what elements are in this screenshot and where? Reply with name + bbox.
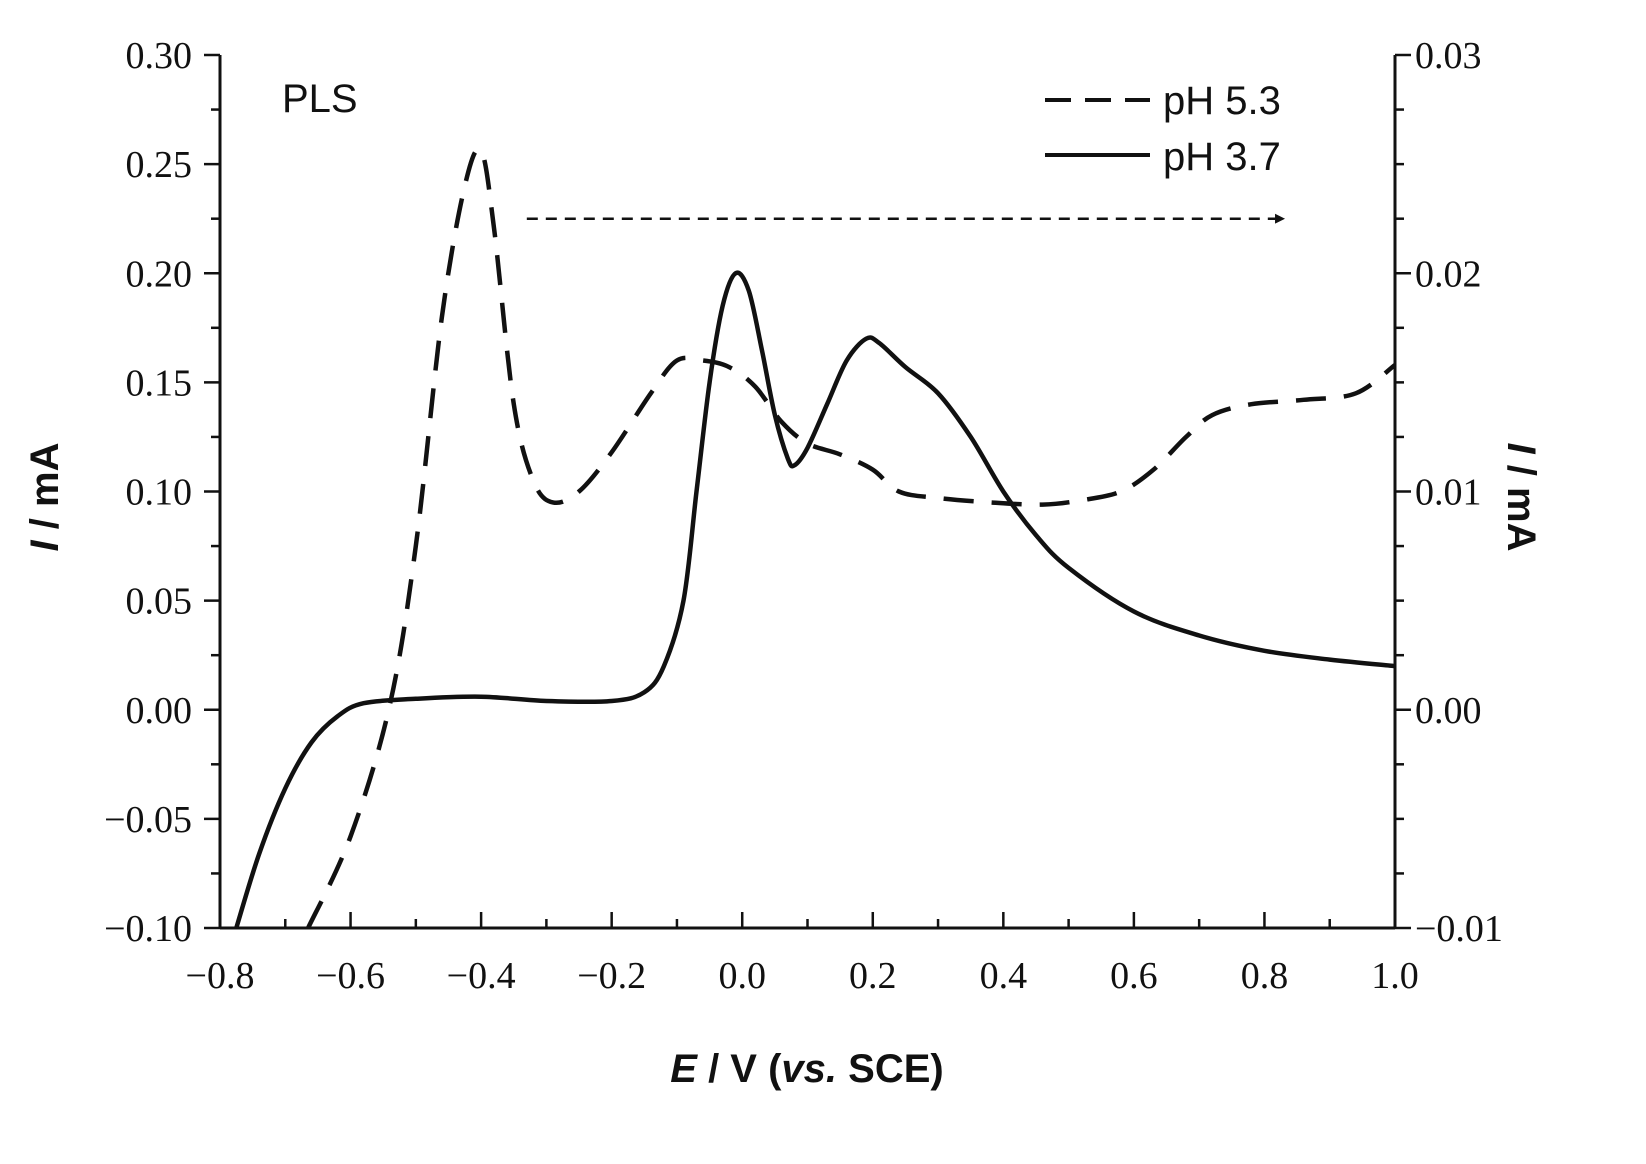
x-tick-label: 0.0 bbox=[718, 955, 766, 997]
series-layer bbox=[234, 147, 1395, 929]
x-tick-label: 0.6 bbox=[1110, 955, 1158, 997]
x-tick-label: −0.4 bbox=[447, 955, 516, 997]
y-right-tick-label: 0.03 bbox=[1415, 35, 1482, 77]
y-right-tick-label: 0.01 bbox=[1415, 472, 1482, 514]
y-axis-right-title: I / mA bbox=[1499, 443, 1543, 552]
x-tick-label: 0.8 bbox=[1241, 955, 1289, 997]
axis-tick-labels: −0.8 −0.6 −0.4 −0.2 0.0 0.2 0.4 0.6 0.8 1.0 −0.10 −… bbox=[104, 35, 1503, 997]
axis-ticks bbox=[204, 53, 1411, 930]
x-axis-title: E / V (vs. SCE) bbox=[670, 1047, 943, 1091]
y-left-tick-label: 0.05 bbox=[126, 581, 193, 623]
y-right-tick-label: 0.00 bbox=[1415, 690, 1482, 732]
y-left-tick-label: 0.20 bbox=[126, 253, 193, 295]
y-left-tick-label: 0.15 bbox=[126, 362, 193, 404]
y-right-tick-label: −0.01 bbox=[1415, 908, 1503, 950]
panel-label: PLS bbox=[282, 77, 358, 121]
y-axis-left-title: I / mA bbox=[23, 443, 67, 552]
series-line-ph-5-3 bbox=[306, 147, 1395, 929]
x-tick-label: −0.2 bbox=[577, 955, 646, 997]
plot-frame bbox=[218, 55, 1397, 930]
legend: pH 5.3 pH 3.7 bbox=[1045, 79, 1281, 179]
x-tick-label: −0.6 bbox=[316, 955, 385, 997]
legend-label: pH 3.7 bbox=[1163, 135, 1281, 179]
x-tick-label: 0.4 bbox=[980, 955, 1028, 997]
x-tick-label: −0.8 bbox=[186, 955, 255, 997]
y-left-tick-label: 0.25 bbox=[126, 144, 193, 186]
series-line-ph-3-7 bbox=[234, 270, 1395, 929]
y-left-tick-label: −0.10 bbox=[104, 908, 192, 950]
x-tick-label: 1.0 bbox=[1371, 955, 1419, 997]
y-left-tick-label: 0.30 bbox=[126, 35, 193, 77]
x-tick-label: 0.2 bbox=[849, 955, 897, 997]
legend-label: pH 5.3 bbox=[1163, 79, 1281, 123]
y-left-tick-label: −0.05 bbox=[104, 799, 192, 841]
y-left-tick-label: 0.10 bbox=[126, 472, 193, 514]
y-right-tick-label: 0.02 bbox=[1415, 253, 1482, 295]
y-left-tick-label: 0.00 bbox=[126, 690, 193, 732]
